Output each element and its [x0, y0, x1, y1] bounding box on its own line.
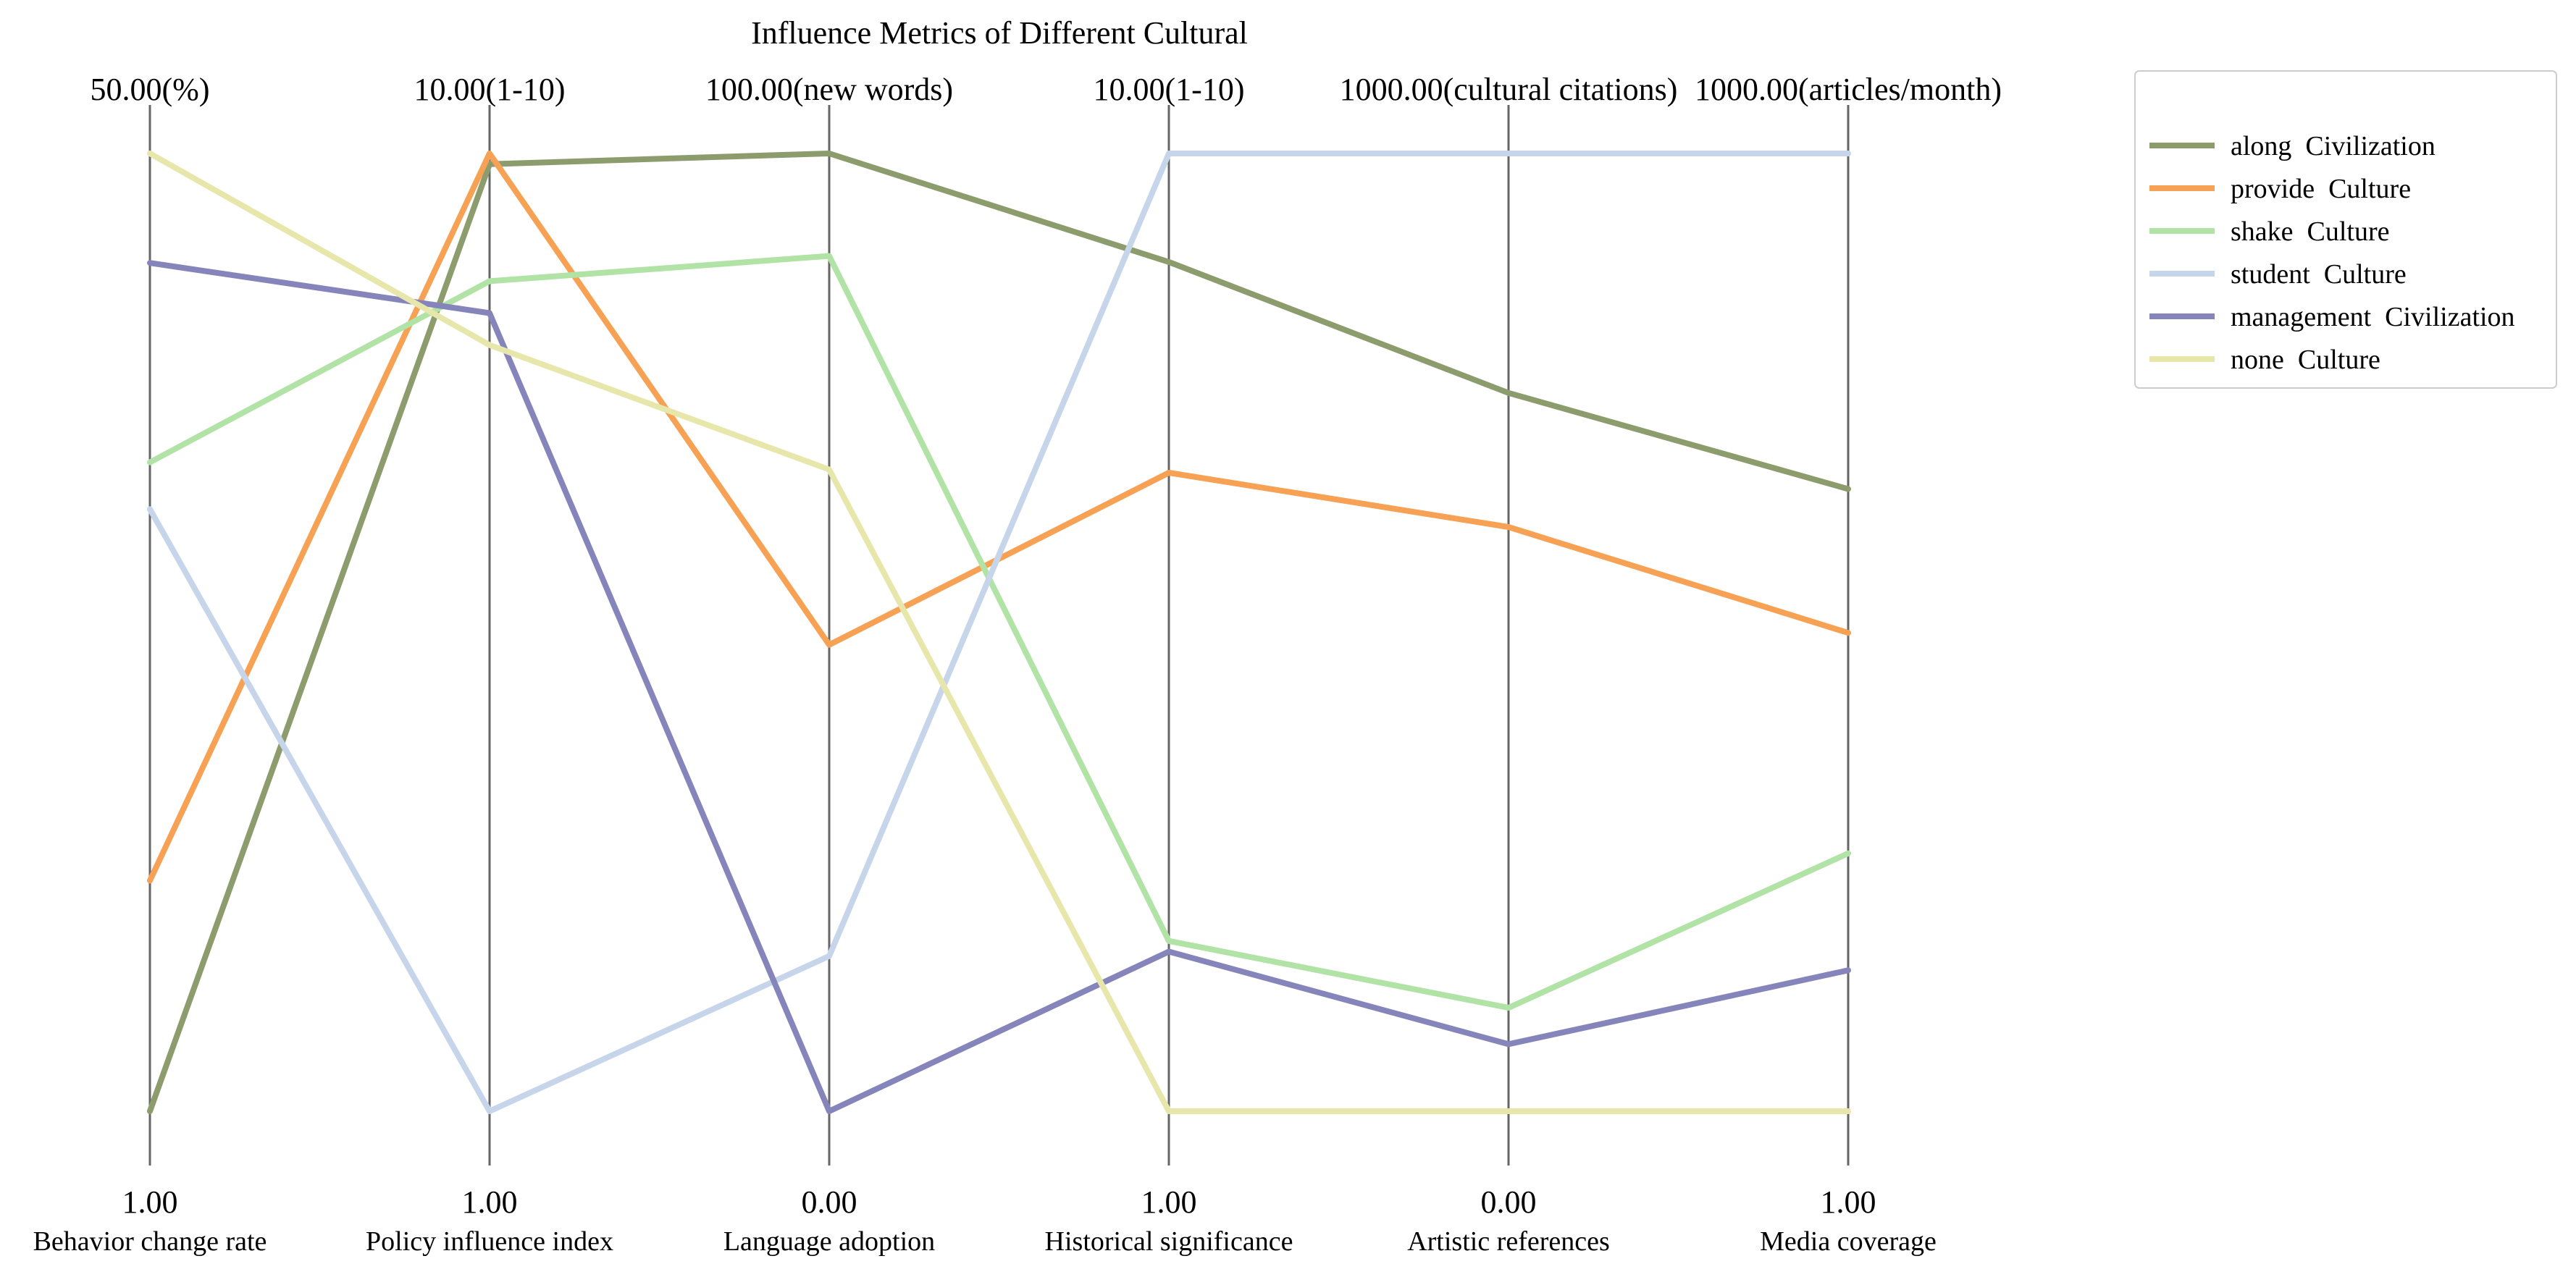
- axis-name-label: Behavior change rate: [33, 1226, 267, 1257]
- axis-max-label: 10.00(1-10): [1094, 72, 1245, 107]
- legend-label: management Civilization: [2231, 302, 2515, 332]
- axis-max-label: 1000.00(cultural citations): [1340, 72, 1678, 107]
- axis-name-label: Policy influence index: [366, 1226, 613, 1257]
- legend-label: student Culture: [2231, 259, 2407, 290]
- axis-name-label: Language adoption: [723, 1226, 935, 1257]
- axis-max-label: 100.00(new words): [705, 72, 953, 107]
- axis-min-label: 1.00: [122, 1184, 178, 1220]
- legend-label: along Civilization: [2231, 131, 2436, 161]
- series-line: [147, 151, 1851, 884]
- axis-max-label: 50.00(%): [91, 72, 210, 107]
- axes-layer: 50.00(%) 1.00 Behavior change rate 10.00(1-…: [33, 72, 2002, 1257]
- legend-label: provide Culture: [2231, 174, 2411, 204]
- series-line: [147, 151, 1851, 1114]
- axis-name-label: Artistic references: [1407, 1226, 1610, 1257]
- axis-max-label: 10.00(1-10): [414, 72, 566, 107]
- legend-frame: [2134, 70, 2557, 389]
- axis-min-label: 1.00: [462, 1184, 518, 1220]
- axis-min-label: 0.00: [1481, 1184, 1537, 1220]
- legend-label: shake Culture: [2231, 216, 2390, 247]
- legend-label: none Culture: [2231, 345, 2380, 375]
- series-line: [147, 260, 1851, 1114]
- axis-min-label: 1.00: [1821, 1184, 1876, 1220]
- axis-name-label: Historical significance: [1045, 1226, 1293, 1257]
- series-line: [147, 151, 1851, 1114]
- axis-min-label: 1.00: [1141, 1184, 1197, 1220]
- axis-max-label: 1000.00(articles/month): [1695, 72, 2002, 107]
- series-line: [147, 151, 1851, 1114]
- series-lines-layer: [147, 151, 1851, 1114]
- chart-title: Influence Metrics of Different Cultural: [751, 15, 1248, 51]
- axis-name-label: Media coverage: [1760, 1226, 1937, 1257]
- legend: along Civilization provide Culture shake C…: [2134, 70, 2557, 389]
- axis-min-label: 0.00: [802, 1184, 857, 1220]
- series-line: [147, 253, 1851, 1011]
